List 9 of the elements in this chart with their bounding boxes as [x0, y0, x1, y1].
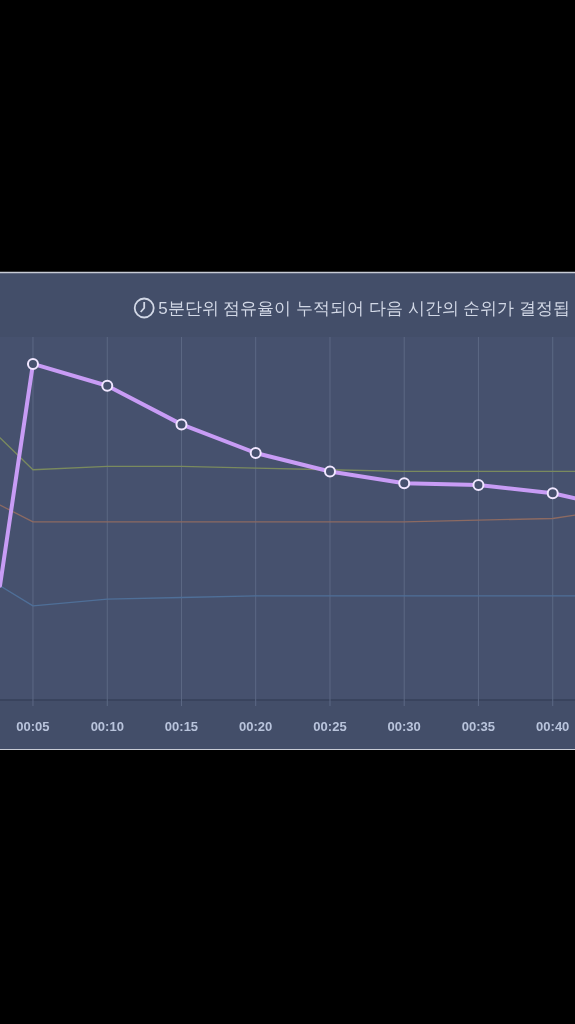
- x-tick-label: 00:05: [16, 719, 50, 734]
- x-tick-label: 00:15: [164, 719, 199, 734]
- x-tick-label: 00:10: [90, 719, 124, 734]
- x-tick-label: 00:30: [387, 719, 421, 734]
- x-tick-label: 00:25: [313, 719, 347, 734]
- x-tick-label: 00:40: [536, 719, 570, 734]
- chart-title: 5분단위 점유율이 누적되어 다음 시간의 순위가 결정됩: [158, 299, 570, 318]
- x-tick-label: 00:20: [239, 719, 273, 734]
- x-tick-label: 00:35: [461, 719, 496, 734]
